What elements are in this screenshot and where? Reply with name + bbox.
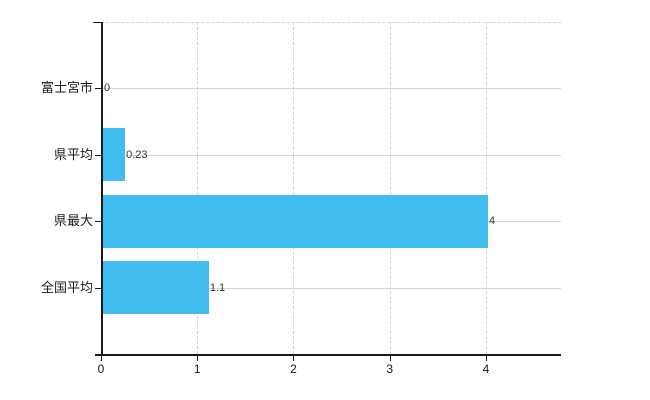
- y-axis-tick: [95, 221, 101, 223]
- value-label: 0.23: [126, 148, 148, 161]
- y-gridline: [101, 154, 561, 156]
- category-label: 全国平均: [40, 279, 93, 295]
- x-axis-tick: [389, 354, 391, 361]
- x-axis-line: [95, 354, 561, 356]
- plot-top-border: [101, 22, 561, 23]
- x-axis-tick: [293, 354, 295, 361]
- y-gridline: [101, 88, 561, 90]
- bar-全国平均: [103, 261, 209, 315]
- value-label: 4: [488, 215, 496, 228]
- x-axis-tick: [485, 354, 487, 361]
- value-label: 1.1: [209, 281, 226, 294]
- y-axis-tick: [95, 154, 101, 156]
- x-axis-tick: [101, 354, 102, 361]
- x-tick-label: 1: [193, 362, 201, 376]
- x-axis-tick: [197, 354, 199, 361]
- y-axis-tick: [95, 88, 101, 90]
- y-axis-line: [101, 22, 103, 354]
- x-tick-label: 0: [97, 362, 105, 376]
- x-tick-label: 2: [290, 362, 297, 376]
- x-tick-label: 4: [482, 362, 490, 376]
- x-gridline: [485, 22, 487, 354]
- y-gridline: [101, 287, 561, 289]
- y-axis-top-tick: [93, 22, 101, 23]
- x-gridline: [197, 22, 199, 354]
- x-tick-label: 3: [386, 362, 394, 376]
- category-label: 県最大: [53, 213, 93, 229]
- bar-県平均: [103, 128, 126, 182]
- category-label: 県平均: [53, 146, 93, 162]
- x-gridline: [293, 22, 295, 354]
- category-label: 富士宮市: [40, 80, 93, 96]
- x-gridline: [389, 22, 391, 354]
- value-label: 0: [104, 82, 111, 95]
- y-axis-tick: [95, 287, 101, 289]
- bar-県最大: [103, 194, 488, 248]
